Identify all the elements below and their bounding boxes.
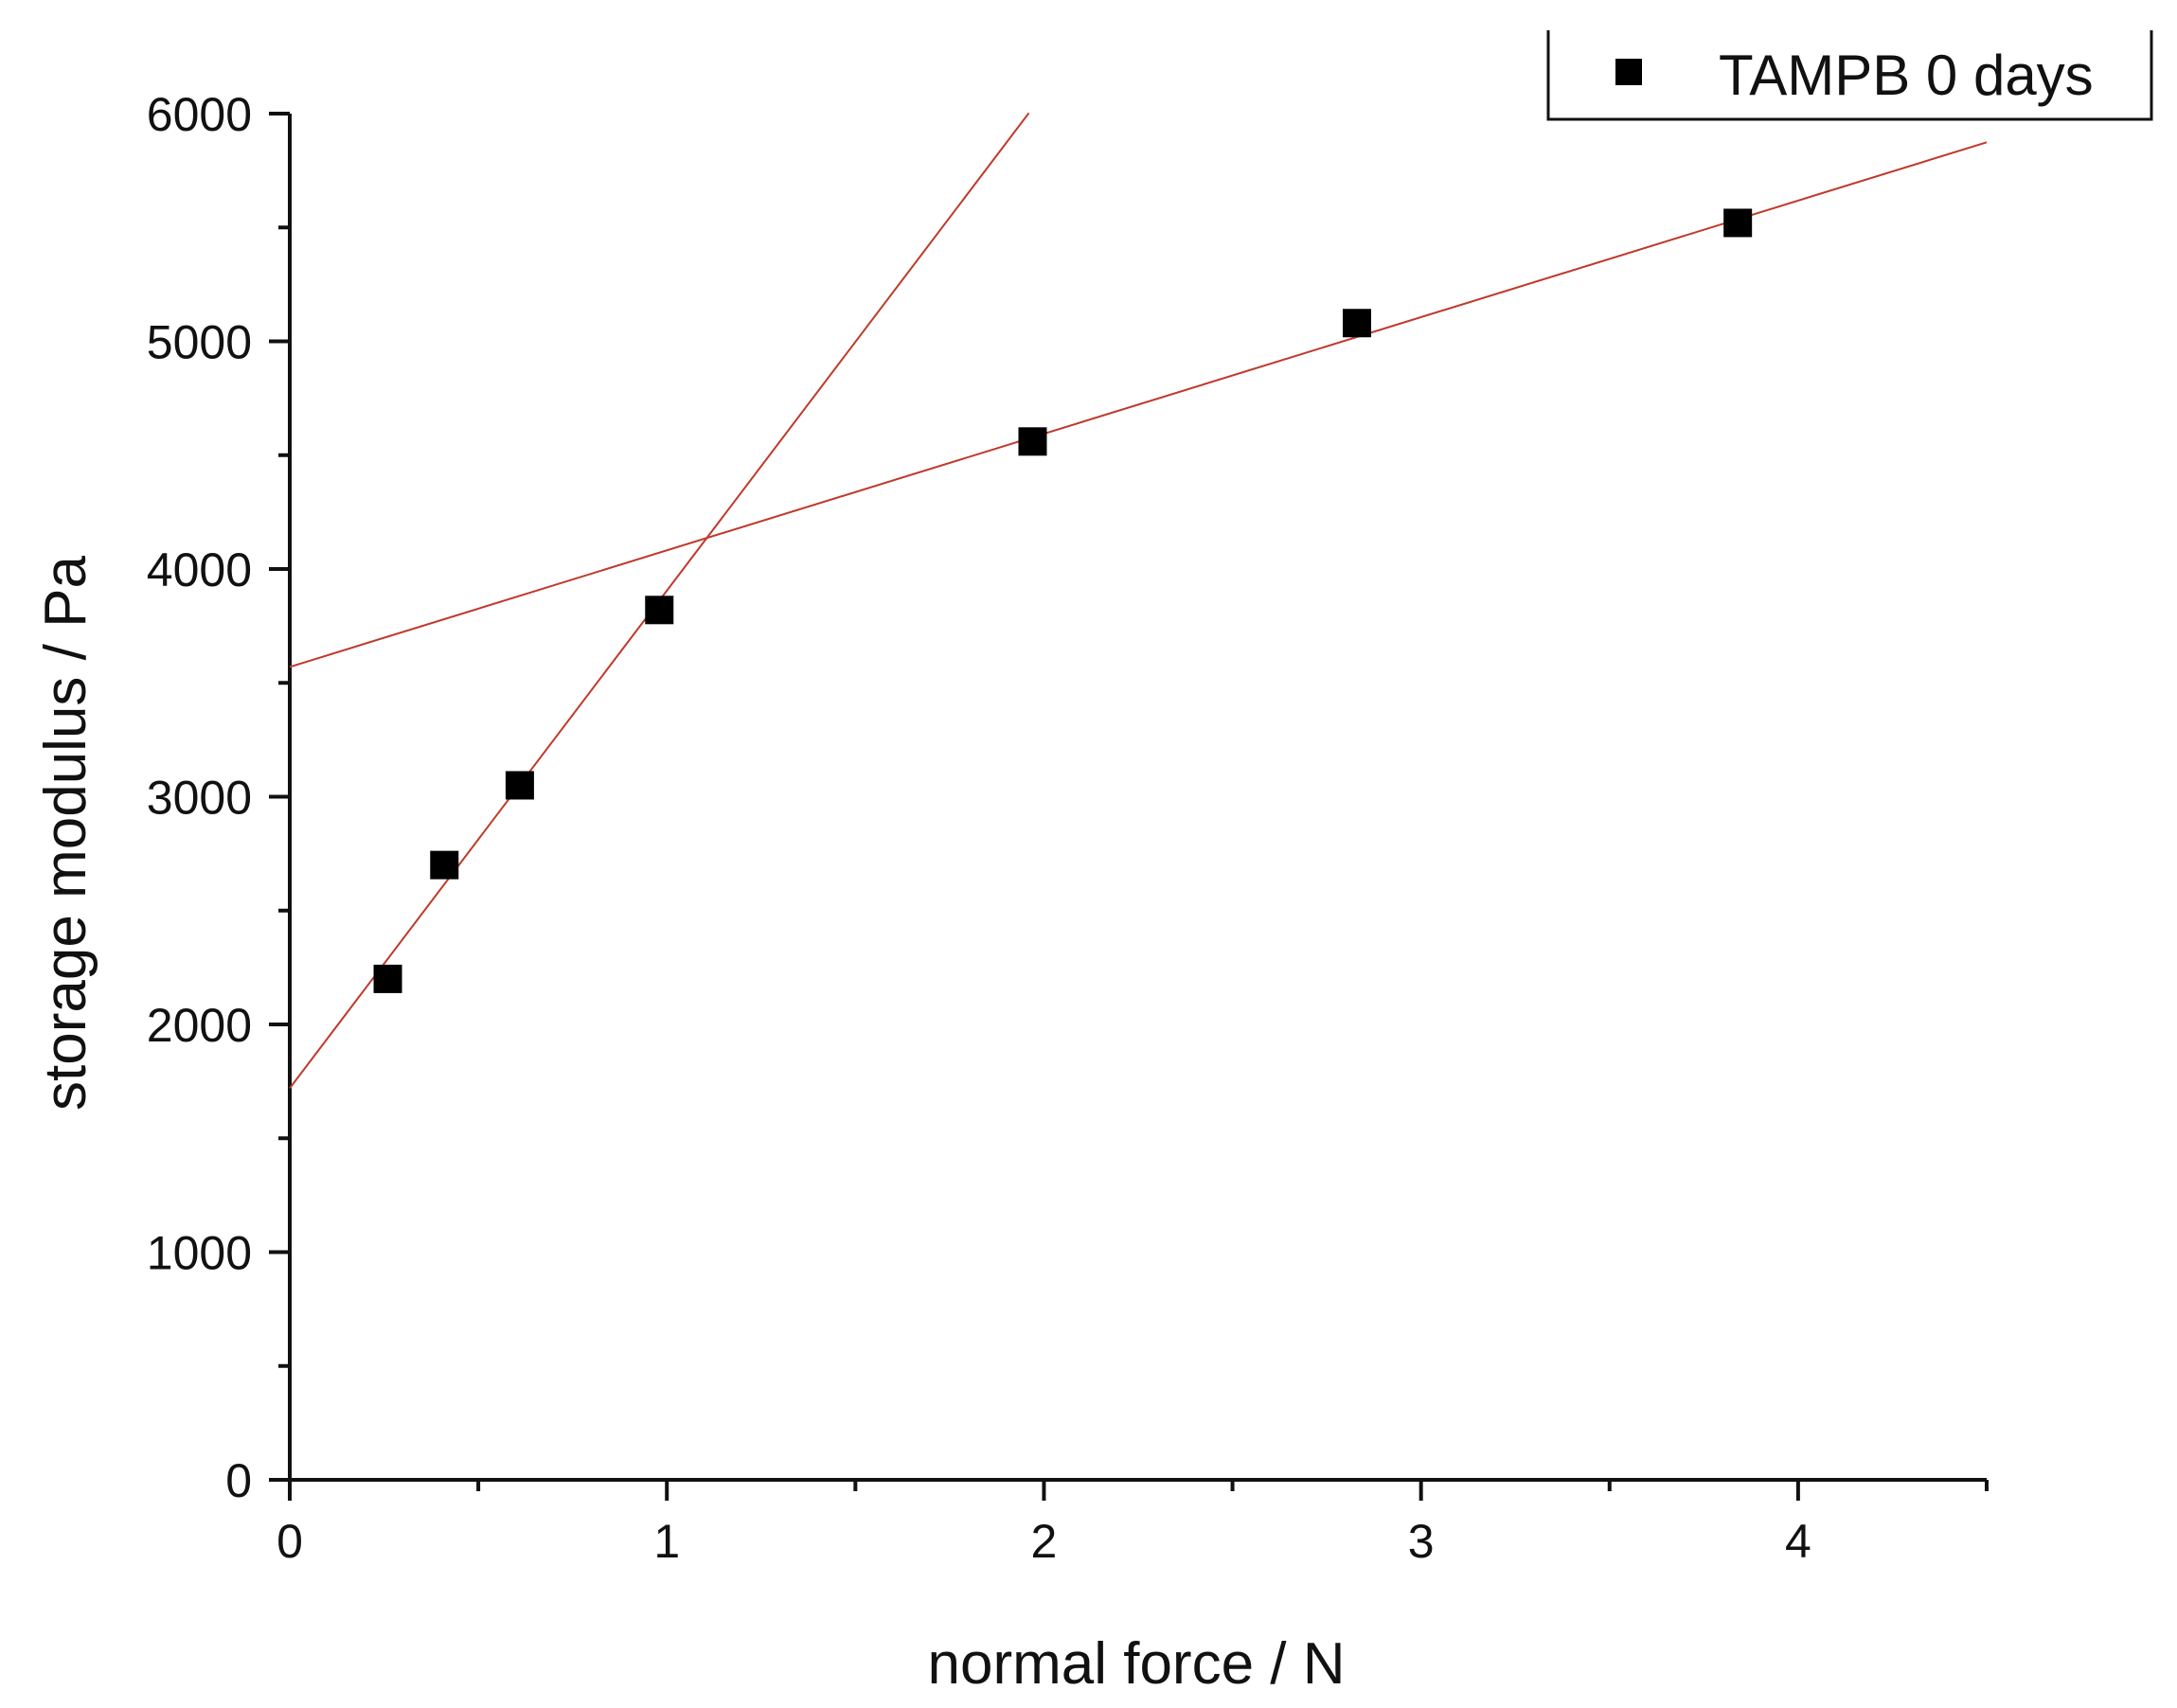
legend: TAMPB 0 days — [1546, 30, 2153, 121]
data-point — [1018, 427, 1047, 456]
x-axis-title: normal force / N — [927, 1631, 1345, 1697]
y-axis-ticks: 0 1000 2000 3000 4000 5000 6000 — [147, 88, 290, 1507]
fit-lines — [289, 112, 1988, 1089]
y-tick-label: 4000 — [147, 543, 252, 596]
y-tick-label: 2000 — [147, 999, 252, 1052]
data-point — [430, 850, 459, 880]
legend-frame — [1546, 30, 2153, 121]
x-tick-label: 2 — [1031, 1515, 1058, 1568]
data-points — [373, 208, 1753, 993]
data-point — [505, 771, 534, 800]
data-point — [645, 596, 674, 625]
y-tick-label: 6000 — [147, 88, 252, 141]
legend-marker — [1615, 59, 1642, 85]
x-tick-label: 0 — [277, 1515, 303, 1568]
data-point — [1342, 309, 1371, 338]
y-tick-label: 3000 — [147, 772, 252, 825]
x-tick-label: 4 — [1785, 1515, 1811, 1568]
legend-label: TAMPB 0 days — [1719, 44, 2094, 107]
x-tick-label: 1 — [653, 1515, 680, 1568]
y-tick-label: 0 — [225, 1454, 252, 1507]
fit-high-force — [289, 141, 1988, 668]
x-tick-label: 3 — [1408, 1515, 1435, 1568]
y-tick-label: 1000 — [147, 1227, 252, 1280]
data-point — [1723, 208, 1753, 238]
x-axis-ticks: 0 1 2 3 4 — [277, 1480, 1989, 1568]
y-axis-title: storage modulus / Pa — [33, 556, 98, 1111]
data-point — [373, 964, 402, 993]
y-tick-label: 5000 — [147, 316, 252, 369]
